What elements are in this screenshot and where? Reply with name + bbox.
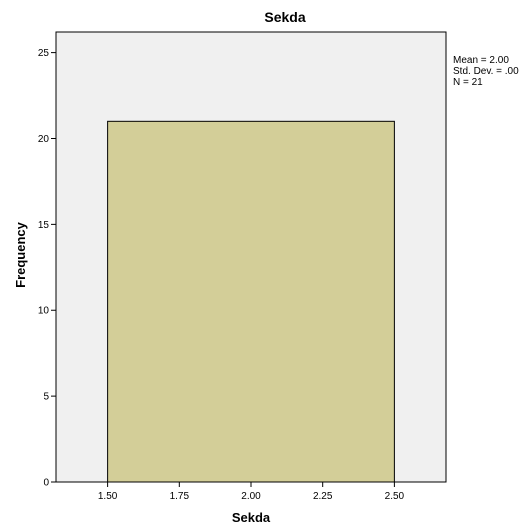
y-tick-label-3: 15 [38, 220, 50, 231]
x-tick-label-2: 2.00 [241, 491, 261, 502]
stat-n: N = 21 [453, 77, 483, 88]
y-tick-label-2: 10 [38, 306, 50, 317]
y-tick-label-5: 25 [38, 48, 50, 59]
chart-title: Sekda [264, 9, 305, 25]
x-tick-label-0: 1.50 [98, 491, 118, 502]
x-tick-label-3: 2.25 [313, 491, 333, 502]
y-tick-label-4: 20 [38, 134, 50, 145]
stat-std-dev: Std. Dev. = .00 [453, 66, 519, 77]
y-axis: 0 5 10 15 20 25 [38, 48, 56, 489]
y-axis-label: Frequency [13, 221, 28, 288]
y-tick-label-1: 5 [43, 392, 49, 403]
stat-mean: Mean = 2.00 [453, 55, 509, 66]
histogram-bar-0 [107, 120, 395, 483]
bars-group [107, 120, 395, 483]
stats-legend: Mean = 2.00 Std. Dev. = .00 N = 21 [453, 55, 519, 88]
y-tick-label-0: 0 [43, 478, 49, 489]
x-tick-label-4: 2.50 [385, 491, 405, 502]
x-axis: 1.50 1.75 2.00 2.25 2.50 [98, 482, 405, 502]
x-axis-label: Sekda [232, 510, 271, 525]
x-tick-label-1: 1.75 [170, 491, 190, 502]
